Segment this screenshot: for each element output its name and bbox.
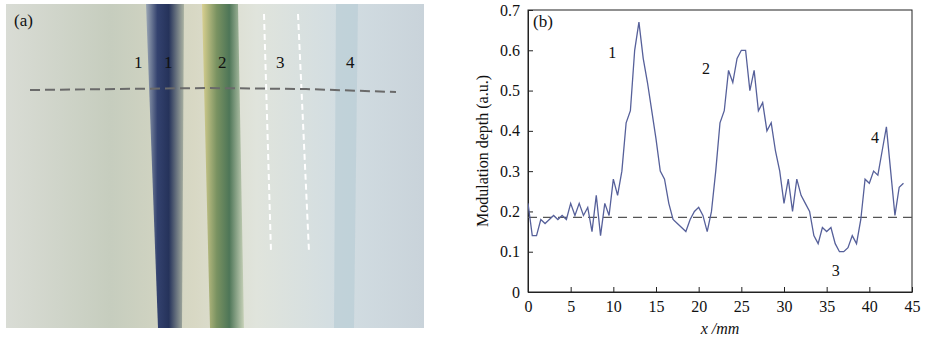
peak-label: 2 [702, 60, 710, 77]
tick-mark [528, 252, 533, 253]
gray-dashed-line [30, 88, 396, 92]
tick-label: 0 [525, 298, 533, 315]
tick-label: 20 [691, 298, 707, 315]
tick-mark [528, 131, 533, 132]
tick-mark [699, 287, 700, 292]
y-axis: 0 0.1 0.2 0.3 0.4 0.5 0.6 0.7 [500, 2, 533, 301]
peak-label: 3 [832, 262, 840, 279]
data-line [528, 22, 903, 252]
white-dashed-line [298, 14, 309, 252]
tick-label: 0.1 [500, 243, 520, 260]
tick: 0.7 [500, 2, 533, 19]
tick-label: 15 [649, 298, 665, 315]
chart-panel: 0 5 10 15 20 25 30 35 40 45 0 0.1 0.2 0.3 0.4 0.5 0.6 0.7… [474, 2, 921, 337]
tick: 0 [512, 284, 533, 301]
tick-mark [528, 292, 533, 293]
tick: 5 [567, 287, 575, 315]
tick-mark [571, 287, 572, 292]
tick-label: 30 [777, 298, 793, 315]
tick-label: 10 [606, 298, 622, 315]
tick-mark [528, 10, 533, 11]
band-label: 2 [218, 53, 227, 72]
figure: (a)1123405101520253035404500.10.20.30.40… [0, 0, 940, 342]
tick-label: 0.4 [500, 122, 520, 139]
light-band [334, 4, 358, 328]
tick-mark [528, 91, 533, 92]
tick-label: 35 [819, 298, 835, 315]
tick-label: 0.6 [500, 42, 520, 59]
x-axis-title: x /mm [700, 320, 740, 337]
tick: 45 [905, 287, 921, 315]
peak-label: 4 [871, 129, 879, 146]
tick: 35 [819, 287, 835, 315]
tick-label: 0.3 [500, 163, 520, 180]
tick-mark [912, 287, 913, 292]
tick-mark [869, 287, 870, 292]
photo-background [6, 4, 424, 328]
tick-label: 25 [734, 298, 750, 315]
white-dashed-line [264, 14, 271, 252]
tick-mark [656, 287, 657, 292]
tick: 0.5 [500, 82, 533, 99]
tick-mark [528, 50, 533, 51]
tick-label: 0.7 [500, 2, 520, 19]
tick-mark [741, 287, 742, 292]
tick: 0.1 [500, 243, 533, 260]
dark-band [146, 4, 184, 328]
photo-panel: (a) 1 1 2 3 4 [6, 4, 424, 328]
tick: 0.3 [500, 163, 533, 180]
band-label: 1 [134, 53, 143, 72]
peak-label: 1 [608, 44, 616, 61]
tick: 0.6 [500, 42, 533, 59]
tick-label: 40 [862, 298, 878, 315]
band-label: 3 [276, 53, 285, 72]
tick-mark [613, 287, 614, 292]
reference-line [528, 217, 912, 218]
tick-label: 0.5 [500, 82, 520, 99]
tick-label: 5 [567, 298, 575, 315]
band-label: 4 [346, 53, 355, 72]
panel-label: (a) [14, 11, 33, 30]
tick-label: 0.2 [500, 203, 520, 220]
band-label: 1 [164, 53, 173, 72]
tick: 20 [691, 287, 707, 315]
tick: 10 [606, 287, 622, 315]
tick: 40 [862, 287, 878, 315]
tick: 30 [777, 287, 793, 315]
plot-frame [528, 10, 912, 292]
tick-mark [784, 287, 785, 292]
tick: 25 [734, 287, 750, 315]
tick-mark [827, 287, 828, 292]
x-axis: 0 5 10 15 20 25 30 35 40 45 [525, 287, 921, 315]
tick-mark [528, 171, 533, 172]
y-axis-title: Modulation depth (a.u.) [474, 75, 492, 227]
tick-label: 45 [905, 298, 921, 315]
tick-label: 0 [512, 284, 520, 301]
plot-marks [528, 22, 912, 252]
panel-label: (b) [533, 12, 553, 31]
tick: 15 [649, 287, 665, 315]
axis-line [528, 11, 529, 293]
tick: 0.4 [500, 122, 533, 139]
green-band [202, 4, 244, 328]
axis-line [529, 292, 913, 293]
